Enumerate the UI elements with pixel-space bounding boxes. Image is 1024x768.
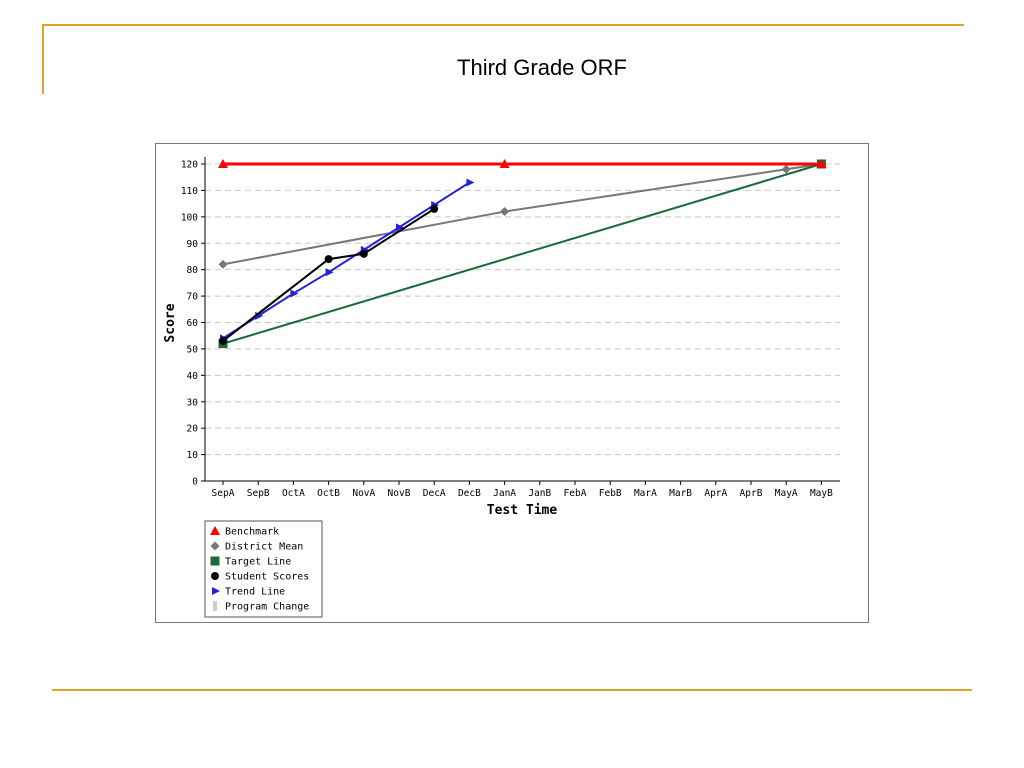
orf-line-chart: 0 10 20 30 40 50 60 70 80 90 100 110 120 SepA SepB OctA… (163, 157, 840, 618)
benchmark-point (218, 159, 228, 168)
student-scores-point (359, 249, 368, 258)
x-tick-label: MayB (810, 488, 833, 499)
x-tick-label: MarA (634, 488, 657, 499)
legend-marker-benchmark (210, 526, 220, 535)
student-scores-line (222, 208, 435, 342)
x-tick-label: FebB (599, 488, 622, 499)
slide-title: Third Grade ORF (457, 55, 627, 80)
bottom-accent-rule (52, 689, 972, 691)
x-tick-label: OctB (317, 488, 340, 499)
x-tick-label: AprB (740, 488, 763, 499)
student-scores-point (219, 336, 227, 345)
y-tick-label: 40 (187, 371, 199, 382)
legend-marker-program-change (213, 601, 217, 611)
legend-box (204, 520, 323, 618)
legend: Benchmark District Mean Target Line Student… (204, 520, 323, 618)
y-tick-label: 120 (181, 160, 198, 171)
y-tick-label: 20 (187, 424, 199, 435)
series-layer (218, 159, 827, 349)
legend-label-district-mean: District Mean (225, 542, 303, 553)
x-tick-label: DecB (458, 488, 481, 499)
district-mean-point (781, 164, 791, 174)
series-benchmark (218, 159, 827, 168)
district-mean-point (218, 259, 228, 269)
legend-marker-trend-line (212, 587, 220, 595)
x-tick-label: SepA (212, 488, 235, 499)
x-tick-label: MarB (669, 488, 692, 499)
target-line-line (222, 163, 822, 345)
student-scores-point (324, 255, 333, 264)
y-tick-label: 0 (192, 477, 198, 488)
y-tick-label: 90 (187, 239, 199, 250)
axes-layer: 0 10 20 30 40 50 60 70 80 90 100 110 120 SepA SepB OctA… (163, 157, 840, 518)
x-tick-label: FebA (564, 488, 587, 499)
y-tick-label: 70 (187, 292, 199, 303)
top-accent-rule (42, 24, 964, 26)
series-district-mean (218, 159, 826, 269)
x-tick-label: OctA (282, 488, 305, 499)
district-mean-point (500, 207, 510, 217)
district-mean-line (222, 163, 822, 266)
y-tick-label: 50 (187, 344, 199, 355)
y-axis-title: Score (163, 303, 178, 342)
student-scores-point (430, 204, 439, 213)
series-target-line (218, 159, 826, 349)
y-tick-label: 80 (187, 265, 199, 276)
x-tick-label: NovA (352, 488, 375, 499)
series-trend-line (220, 178, 475, 343)
legend-label-trend-line: Trend Line (225, 587, 285, 598)
y-tick-label: 60 (187, 318, 199, 329)
x-tick-label: MayA (775, 488, 798, 499)
x-tick-label: DecA (423, 488, 446, 499)
trend-line-point (290, 289, 299, 298)
y-tick-label: 30 (187, 397, 199, 408)
trend-line-point (466, 178, 475, 187)
trend-line-point (325, 268, 334, 277)
legend-label-target-line: Target Line (225, 557, 291, 568)
y-tick-label: 100 (181, 212, 198, 223)
trend-line-line (222, 181, 470, 340)
legend-marker-target-line (210, 556, 220, 566)
x-tick-label: JanA (493, 488, 516, 499)
benchmark-point (816, 159, 827, 168)
legend-marker-student-scores (211, 572, 219, 580)
y-tick-label: 110 (181, 186, 198, 197)
series-student-scores (219, 204, 439, 345)
trend-line-point (396, 223, 404, 232)
legend-label-student-scores: Student Scores (225, 572, 309, 583)
grid-layer (205, 163, 840, 456)
x-tick-label: JanB (528, 488, 551, 499)
legend-label-benchmark: Benchmark (225, 527, 279, 538)
benchmark-point (499, 159, 510, 168)
x-tick-label: SepB (247, 488, 270, 499)
x-tick-label: NovB (388, 488, 411, 499)
legend-label-program-change: Program Change (225, 602, 309, 613)
left-accent-rule (42, 24, 44, 94)
y-tick-label: 10 (187, 450, 199, 461)
x-axis-title: Test Time (487, 503, 558, 518)
legend-marker-district-mean (210, 541, 220, 551)
x-tick-label: AprA (704, 488, 727, 499)
